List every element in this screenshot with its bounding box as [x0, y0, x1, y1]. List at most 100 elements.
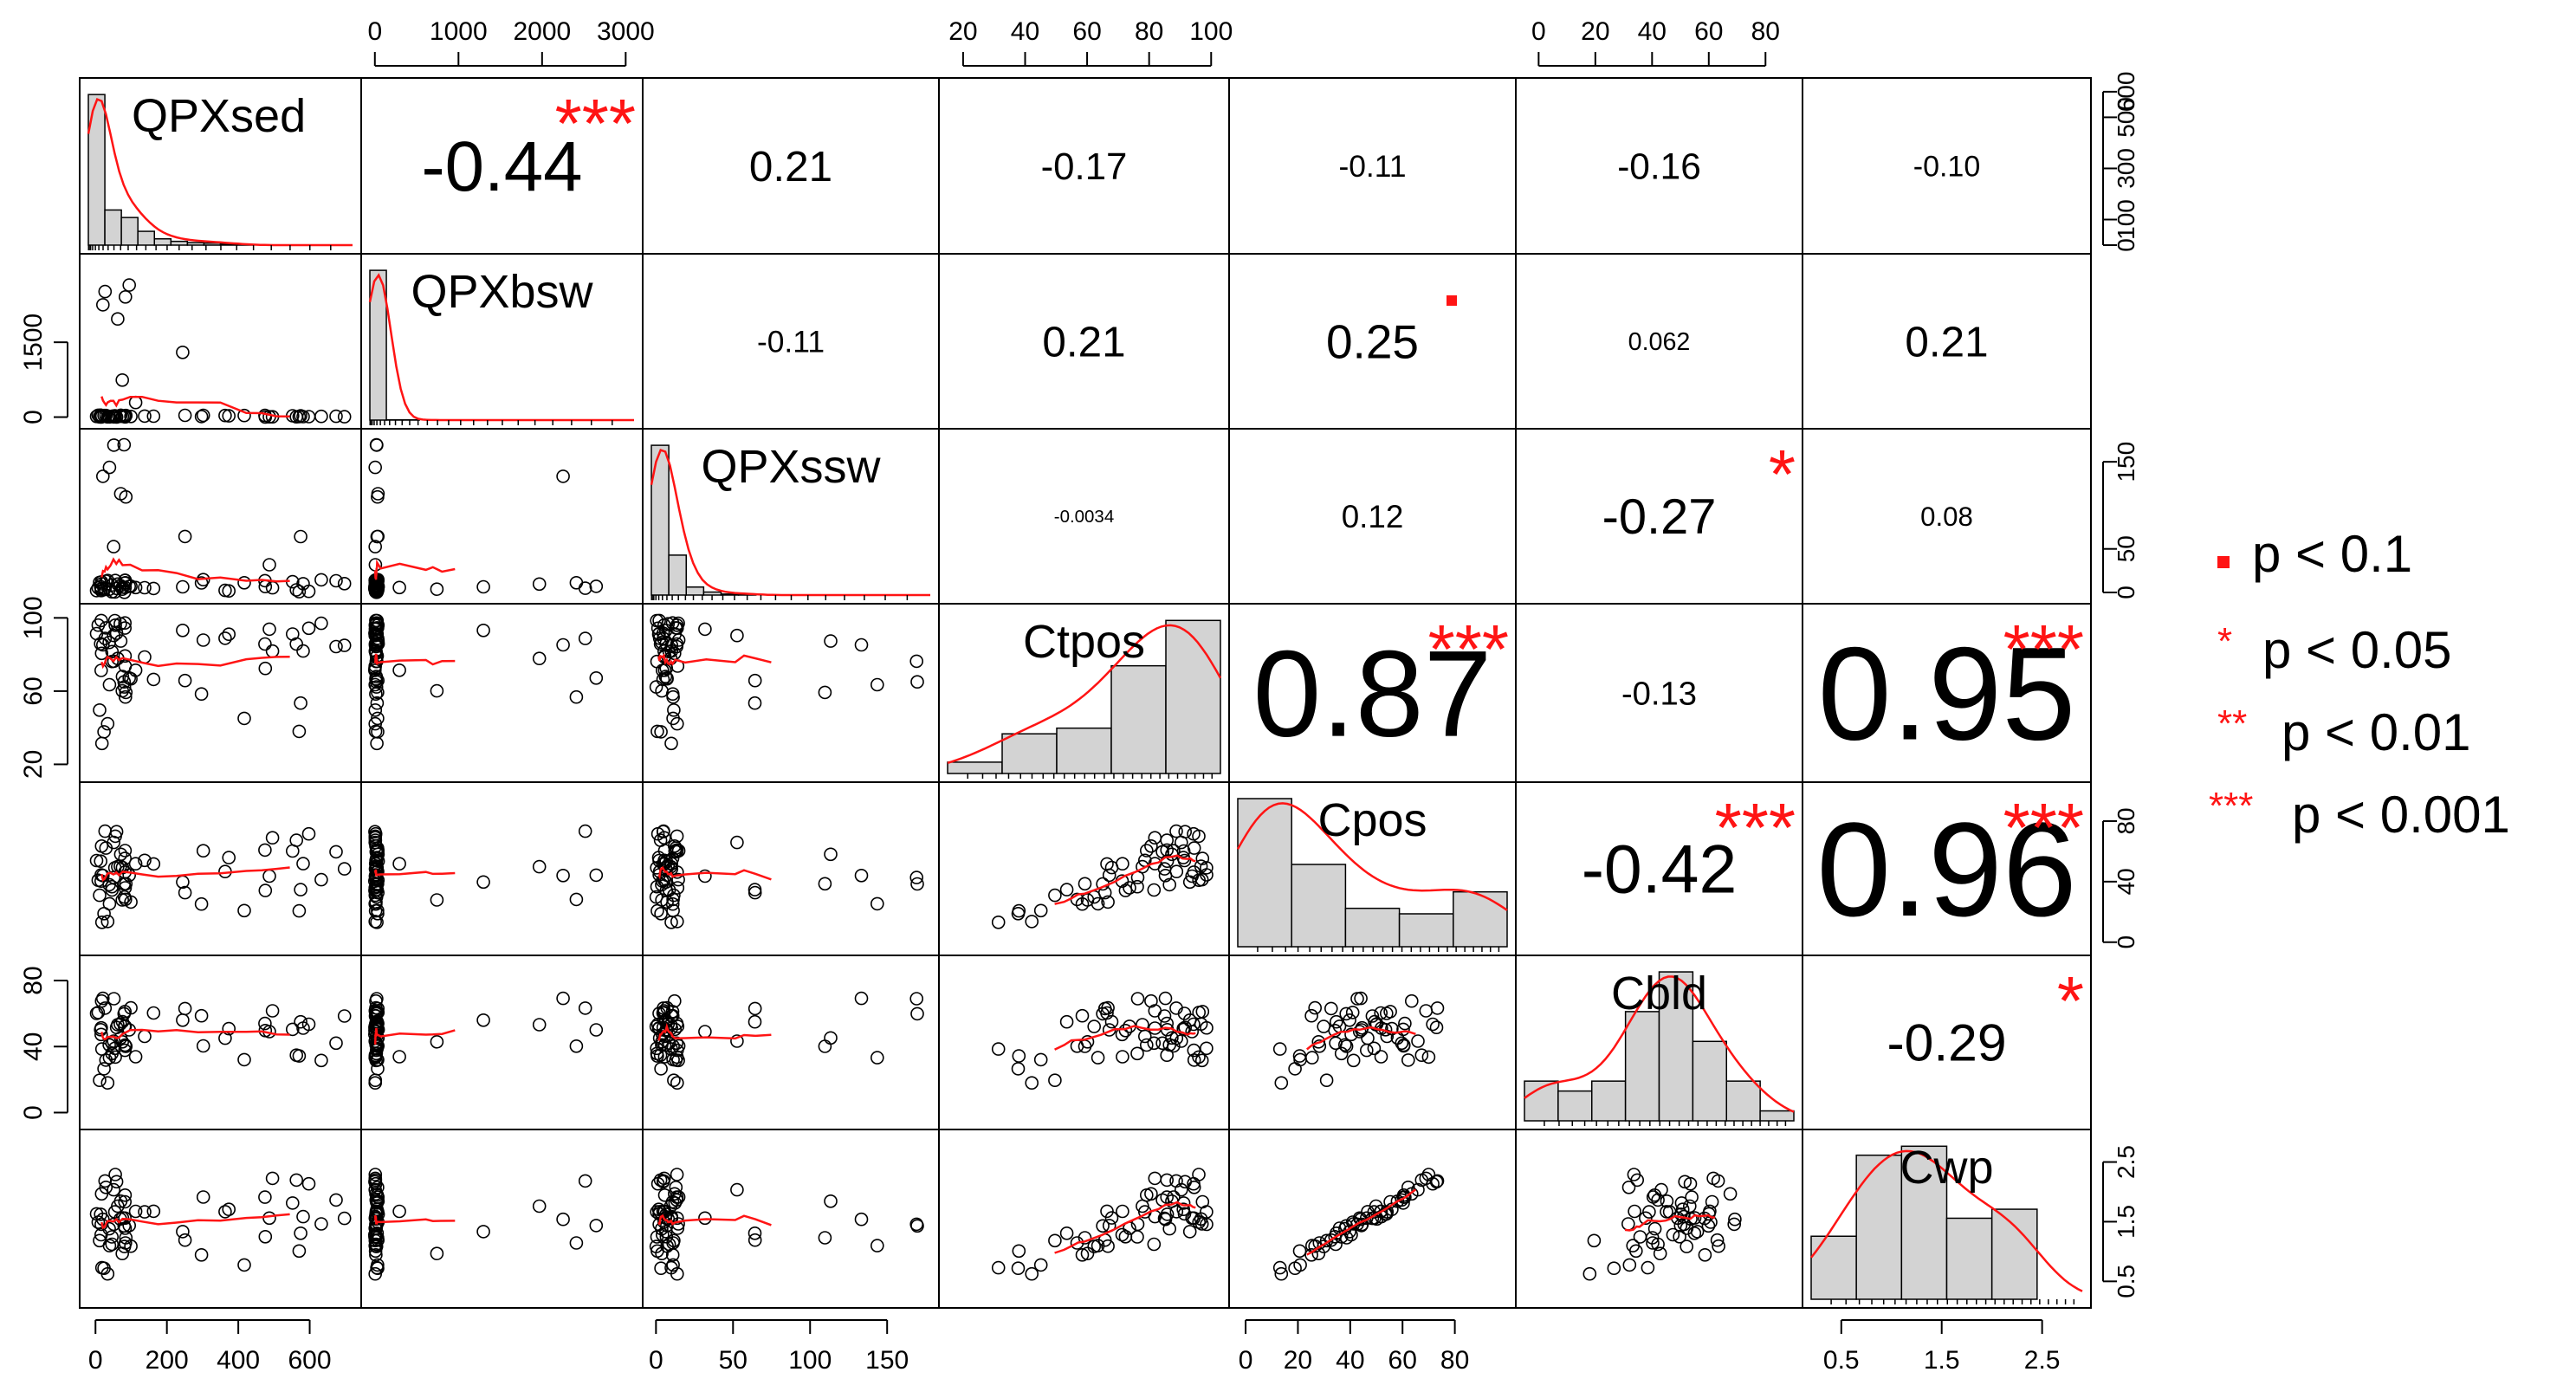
scatter-point-3-1-57 — [570, 691, 582, 703]
hist-bar-QPXssw-3 — [703, 592, 721, 595]
hist-bar-Cbld-3 — [1626, 1012, 1660, 1121]
sig-stars-4-5: *** — [1715, 789, 1796, 866]
scatter-point-6-1-54 — [477, 1226, 489, 1238]
scatter-point-4-0-53 — [293, 905, 305, 917]
scatter-point-5-1-55 — [534, 1019, 546, 1031]
hist-bar-QPXssw-2 — [686, 587, 703, 595]
scatter-point-5-2-45 — [671, 1077, 683, 1089]
scatter-point-6-2-52 — [749, 1227, 761, 1239]
corr-value-0-5: -0.16 — [1617, 146, 1701, 186]
panel-frame-5-1 — [361, 955, 643, 1129]
axis-label-bottom-QPXsed-1: 200 — [146, 1346, 189, 1375]
scatter-point-2-0-50 — [267, 582, 279, 594]
scatter-point-6-0-58 — [330, 1194, 342, 1206]
scatter-point-4-1-56 — [557, 870, 569, 882]
axis-label-right-Cpos-1: 40 — [2113, 868, 2139, 895]
scatter-point-6-0-17 — [107, 1184, 120, 1196]
axis-label-top-Ctpos-4: 100 — [1189, 17, 1233, 46]
scatter-point-6-3-20 — [1116, 1206, 1129, 1218]
scatter-point-3-2-54 — [819, 686, 831, 698]
axis-label-left-Cbld-1: 40 — [19, 1032, 48, 1061]
axis-label-top-Cbld-2: 40 — [1638, 17, 1667, 46]
scatter-point-4-1-57 — [570, 893, 582, 905]
scatter-point-6-2-56 — [856, 1214, 868, 1226]
axis-label-bottom-QPXssw-3: 150 — [865, 1346, 909, 1375]
scatter-point-5-4-52 — [1406, 995, 1418, 1007]
scatter-point-5-0-12 — [101, 1077, 113, 1089]
scatter-point-5-0-38 — [139, 1031, 151, 1043]
scatter-point-6-5-8 — [1628, 1206, 1641, 1218]
scatter-point-3-1-35 — [371, 737, 383, 749]
corr-value-2-5: -0.27 — [1602, 489, 1717, 545]
scatter-point-5-1-53 — [430, 1036, 443, 1048]
scatter-point-6-4-3 — [1294, 1245, 1306, 1257]
scatter-point-3-0-56 — [303, 622, 315, 634]
scatter-point-3-0-4 — [95, 664, 107, 676]
axis-label-top-QPXbsw-0: 0 — [367, 17, 382, 46]
lowess-line-2-1 — [375, 563, 455, 580]
scatter-point-5-3-33 — [1159, 1010, 1171, 1022]
sig-stars-2-5: * — [1769, 436, 1796, 513]
significance-legend: p < 0.1*p < 0.05**p < 0.01***p < 0.001 — [2209, 525, 2510, 844]
hist-bar-Cpos-2 — [1345, 909, 1399, 947]
corr-value-1-5: 0.062 — [1628, 328, 1691, 356]
scatter-point-5-1-59 — [590, 1024, 602, 1036]
axis-label-top-QPXbsw-2: 2000 — [513, 17, 571, 46]
scatter-point-4-0-50 — [267, 832, 279, 844]
scatter-point-5-3-9 — [1079, 1040, 1091, 1052]
scatter-point-5-1-52 — [393, 1051, 405, 1063]
scatter-point-5-3-4 — [1035, 1053, 1047, 1065]
axis-label-bottom-QPXssw-0: 0 — [649, 1346, 663, 1375]
scatter-point-4-3-29 — [1148, 884, 1160, 896]
axis-label-left-QPXbsw-1: 1500 — [19, 314, 48, 372]
scatter-point-3-2-51 — [731, 630, 743, 642]
scatter-point-4-3-0 — [993, 916, 1005, 929]
scatter-point-6-1-52 — [393, 1206, 405, 1218]
scatter-point-1-0-37 — [130, 397, 142, 409]
scatter-point-3-0-46 — [238, 712, 250, 724]
corr-value-1-2: -0.11 — [757, 324, 825, 359]
scatter-point-4-2-53 — [749, 887, 761, 899]
corr-value-4-5: -0.42 — [1582, 832, 1738, 908]
axis-label-bottom-QPXssw-2: 100 — [788, 1346, 832, 1375]
scatter-point-3-2-53 — [749, 675, 761, 687]
scatter-point-4-0-52 — [290, 834, 302, 846]
axis-label-bottom-Cpos-3: 60 — [1388, 1346, 1417, 1375]
scatter-point-5-3-24 — [1132, 993, 1144, 1005]
scatter-point-6-3-2 — [1013, 1245, 1025, 1257]
legend-label-2: p < 0.01 — [2282, 703, 2471, 761]
scatter-point-1-0-40 — [177, 346, 189, 359]
scatter-point-5-2-50 — [699, 1026, 711, 1038]
scatter-point-3-0-58 — [330, 641, 342, 653]
sig-stars-5-6: * — [2057, 962, 2084, 1039]
scatter-point-6-5-37 — [1680, 1240, 1693, 1252]
scatter-point-5-4-5 — [1305, 1010, 1317, 1022]
axis-label-top-Cbld-0: 0 — [1531, 17, 1546, 46]
scatter-point-6-3-29 — [1148, 1239, 1160, 1251]
scatter-point-4-2-54 — [819, 877, 831, 890]
scatter-point-6-1-56 — [557, 1214, 569, 1226]
scatter-point-5-0-43 — [197, 1040, 210, 1052]
axis-label-right-Cwp-0: 0.5 — [2113, 1265, 2139, 1298]
scatter-point-2-1-34 — [371, 439, 383, 451]
scatter-point-5-3-1 — [1013, 1063, 1025, 1075]
legend-label-0: p < 0.1 — [2252, 525, 2412, 583]
scatter-point-4-3-20 — [1116, 858, 1129, 870]
scatter-point-5-3-3 — [1026, 1077, 1038, 1089]
scatter-point-2-0-39 — [147, 582, 159, 594]
scatter-point-3-1-53 — [430, 685, 443, 697]
scatter-point-3-2-57 — [871, 679, 883, 691]
scatter-point-3-0-48 — [259, 663, 271, 675]
legend-symbol-2: ** — [2217, 702, 2247, 745]
scatter-point-6-0-48 — [259, 1231, 271, 1243]
scatter-point-2-1-3 — [369, 462, 381, 474]
scatter-point-5-3-58 — [1201, 1042, 1213, 1054]
legend-label-3: p < 0.001 — [2292, 786, 2510, 844]
scatter-point-3-1-54 — [477, 625, 489, 637]
diag-label-Cwp: Cwp — [1900, 1142, 1993, 1194]
scatter-point-4-1-53 — [430, 894, 443, 906]
panel-frame-2-1 — [361, 429, 643, 604]
axis-label-top-Ctpos-3: 80 — [1135, 17, 1163, 46]
scatter-point-3-0-47 — [259, 638, 271, 650]
hist-bar-Ctpos-0 — [948, 762, 1002, 773]
